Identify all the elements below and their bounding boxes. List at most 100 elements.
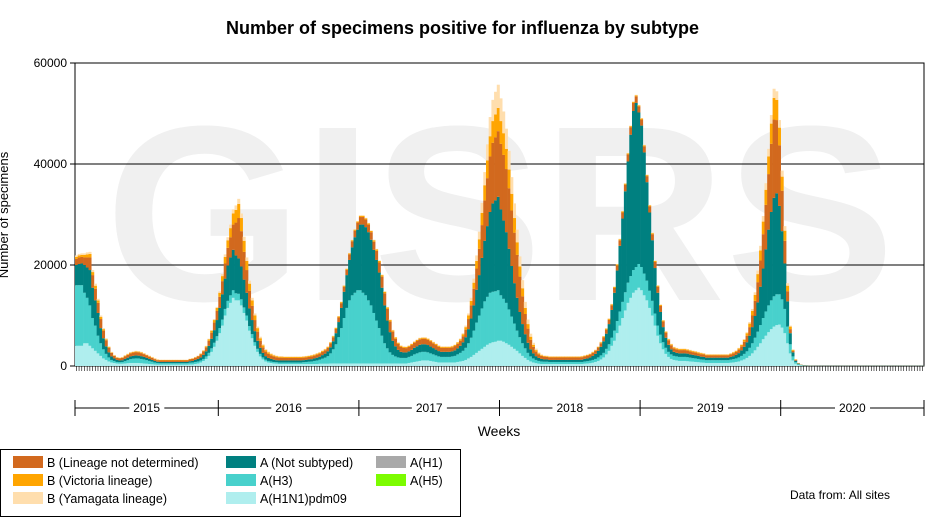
bar-segment-anotsub <box>737 353 741 358</box>
bar-segment-bnd <box>253 320 257 332</box>
y-axis-label: Number of specimens <box>0 151 11 278</box>
bar-segment-bnd <box>631 102 635 111</box>
bar-segment-ah3 <box>131 358 135 363</box>
bar-segment-bvic <box>331 336 335 338</box>
bar-segment-byam <box>231 209 235 214</box>
bar-segment-bnd <box>553 357 557 360</box>
bar-segment-anotsub <box>750 327 754 344</box>
bar-segment-bnd <box>334 328 338 334</box>
bar-segment-ah3 <box>575 361 579 364</box>
bar-segment-byam <box>472 278 476 283</box>
bar-segment-bvic <box>602 336 606 338</box>
bar-segment-anotsub <box>715 357 719 361</box>
bar-segment-anotsub <box>129 356 133 360</box>
bar-segment-ah3 <box>156 362 160 365</box>
bar-segment-anotsub <box>691 354 695 359</box>
bar-segment-ah3 <box>464 347 468 360</box>
bar-segment-bvic <box>304 356 308 358</box>
bar-segment-ah3 <box>567 361 571 364</box>
bar-segment-bvic <box>553 356 557 358</box>
bar-segment-bvic <box>575 356 579 358</box>
bar-segment-byam <box>326 346 330 347</box>
bar-segment-ah3 <box>694 358 698 362</box>
bar-segment-ah3 <box>656 325 660 336</box>
bar-segment-bvic <box>780 176 784 191</box>
bar-segment-ah3 <box>188 362 192 365</box>
bar-segment-bvic <box>375 249 379 251</box>
bar-segment-ah1n1pdm09 <box>372 363 376 366</box>
bar-segment-ah3 <box>312 360 316 364</box>
bar-segment-bvic <box>364 218 368 220</box>
bar-segment-byam <box>150 356 154 358</box>
bar-segment-anotsub <box>294 360 298 363</box>
bar-segment-byam <box>448 346 452 347</box>
bar-segment-byam <box>661 320 665 321</box>
bar-segment-ah3 <box>218 328 222 334</box>
bar-segment-bnd <box>288 357 292 361</box>
bar-segment-byam <box>575 356 579 357</box>
bar-segment-anotsub <box>726 357 730 361</box>
bar-segment-anotsub <box>756 302 760 332</box>
bar-segment-bnd <box>680 350 684 354</box>
bar-segment-ah1n1pdm09 <box>556 363 560 366</box>
bar-segment-ah1n1pdm09 <box>391 363 395 366</box>
bar-segment-bnd <box>277 357 281 361</box>
bar-segment-ah3 <box>602 352 606 358</box>
bar-segment-bnd <box>407 346 411 352</box>
bar-segment-anotsub <box>148 358 151 361</box>
bar-segment-ah3 <box>485 296 489 345</box>
bar-segment-ah3 <box>569 361 573 364</box>
bar-segment-anotsub <box>269 358 273 362</box>
bar-segment-ah3 <box>145 360 149 364</box>
bar-segment-ah3 <box>513 323 517 349</box>
legend-label: B (Yamagata lineage) <box>47 492 167 506</box>
bar-segment-ah3 <box>523 348 527 358</box>
bar-segment-bvic <box>475 260 479 269</box>
bar-segment-bnd <box>491 142 495 204</box>
year-label-bg <box>271 402 307 414</box>
bar-segment-anotsub <box>372 249 376 313</box>
bar-segment-ah3 <box>750 343 754 354</box>
bar-segment-bnd <box>759 260 763 287</box>
bar-segment-bvic <box>296 356 300 358</box>
bar-segment-bvic <box>607 318 611 320</box>
bar-segment-byam <box>569 356 573 357</box>
bar-segment-byam <box>772 88 776 98</box>
bar-segment-anotsub <box>202 354 206 359</box>
bar-segment-byam <box>707 354 711 355</box>
bar-segment-byam <box>331 335 335 337</box>
bar-segment-bnd <box>710 355 714 358</box>
bar-segment-anotsub <box>115 359 119 362</box>
bar-segment-bnd <box>586 355 590 359</box>
bar-segment-anotsub <box>210 338 214 349</box>
bar-segment-bvic <box>285 356 289 358</box>
bar-segment-byam <box>323 348 327 350</box>
bar-segment-bnd <box>496 131 500 197</box>
bar-segment-bvic <box>199 353 203 355</box>
legend-swatch <box>13 456 43 468</box>
bar-segment-ah1n1pdm09 <box>120 363 124 366</box>
bar-segment-anotsub <box>342 291 346 319</box>
bar-segment-bnd <box>177 360 181 362</box>
bar-segment-byam <box>513 203 517 219</box>
bar-segment-bnd <box>537 354 541 358</box>
bar-segment-ah3 <box>596 357 600 361</box>
bar-segment-anotsub <box>618 245 622 312</box>
bar-segment-bvic <box>694 351 698 353</box>
bar-segment-bvic <box>761 221 765 235</box>
bar-segment-byam <box>545 355 549 357</box>
bar-segment-ah1n1pdm09 <box>461 360 465 366</box>
bar-segment-bnd <box>667 340 671 345</box>
bar-segment-anotsub <box>602 341 606 353</box>
bar-segment-bvic <box>148 356 151 357</box>
bar-segment-bvic <box>545 356 549 357</box>
bar-segment-byam <box>207 338 211 340</box>
bar-segment-byam <box>215 306 219 308</box>
bar-segment-bvic <box>526 324 530 329</box>
bar-segment-ah3 <box>553 361 557 364</box>
bar-segment-bnd <box>150 357 154 360</box>
bar-segment-anotsub <box>434 349 438 356</box>
bar-segment-ah1n1pdm09 <box>634 290 638 366</box>
bar-segment-ah3 <box>239 299 243 306</box>
legend: B (Lineage not determined) B (Victoria li… <box>0 449 461 517</box>
